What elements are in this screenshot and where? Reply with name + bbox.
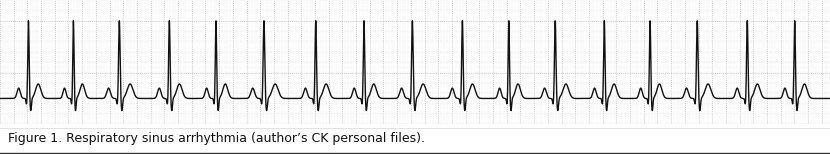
Text: Figure 1. Respiratory sinus arrhythmia (author’s CK personal files).: Figure 1. Respiratory sinus arrhythmia (… — [8, 132, 425, 145]
